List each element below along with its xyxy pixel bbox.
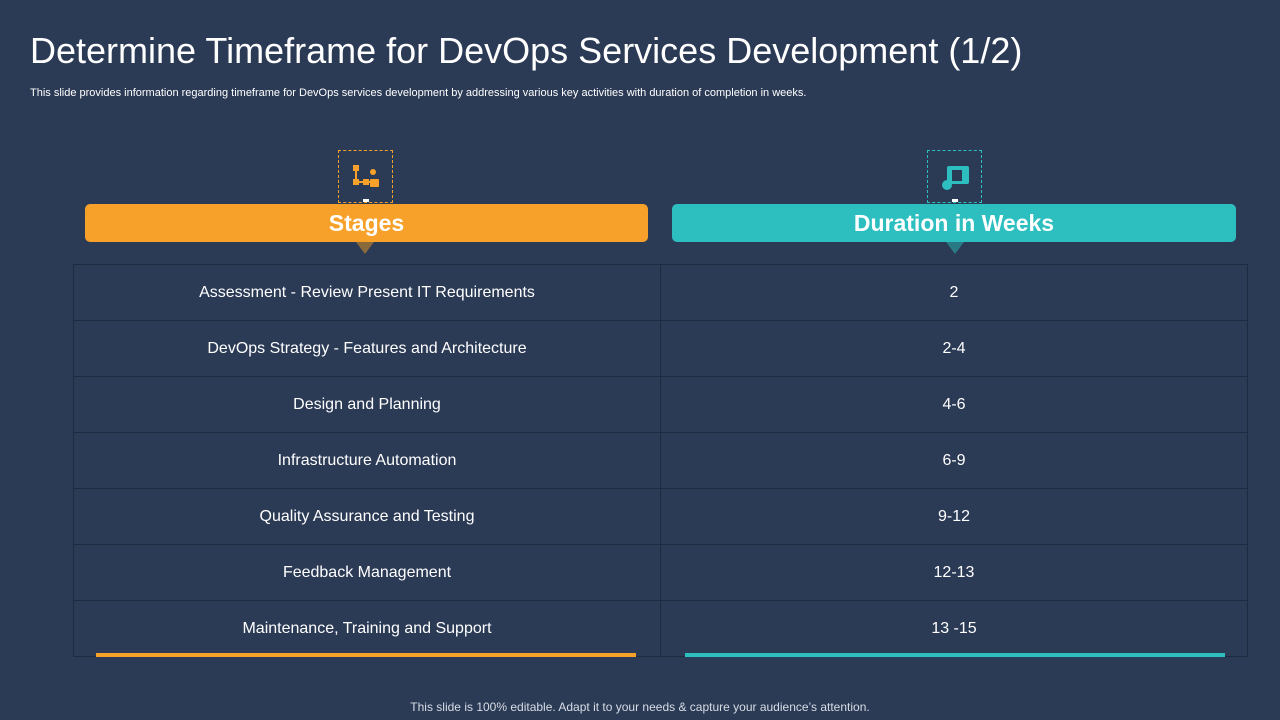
- duration-icon: [927, 150, 982, 203]
- stages-icon: [338, 150, 393, 203]
- stage-cell: Design and Planning: [73, 376, 661, 433]
- stage-cell: DevOps Strategy - Features and Architect…: [73, 320, 661, 377]
- duration-cell: 2: [660, 264, 1248, 321]
- pointer: [356, 242, 374, 254]
- duration-cell: 4-6: [660, 376, 1248, 433]
- subtitle: This slide provides information regardin…: [30, 87, 807, 99]
- pointer: [946, 242, 964, 254]
- column-header: Stages: [85, 204, 648, 242]
- duration-cell: 6-9: [660, 432, 1248, 489]
- table-row: Design and Planning 4-6: [73, 376, 1248, 433]
- table-row: Assessment - Review Present IT Requireme…: [73, 264, 1248, 321]
- title: Determine Timeframe for DevOps Services …: [30, 30, 1023, 71]
- footer: This slide is 100% editable. Adapt it to…: [410, 700, 870, 714]
- table-row: Feedback Management 12-13: [73, 544, 1248, 601]
- stage-cell: Quality Assurance and Testing: [73, 488, 661, 545]
- stage-cell: Feedback Management: [73, 544, 661, 601]
- table-row: Maintenance, Training and Support 13 -15: [73, 600, 1248, 657]
- stage-cell: Assessment - Review Present IT Requireme…: [73, 264, 661, 321]
- accent-bar: [96, 653, 636, 657]
- duration-cell: 13 -15: [660, 600, 1248, 657]
- duration-cell: 9-12: [660, 488, 1248, 545]
- stage-cell: Maintenance, Training and Support: [73, 600, 661, 657]
- table: Assessment - Review Present IT Requireme…: [73, 264, 1248, 657]
- table-row: Quality Assurance and Testing 9-12: [73, 488, 1248, 545]
- icon: [942, 166, 969, 203]
- duration-cell: 2-4: [660, 320, 1248, 377]
- icon: [353, 165, 379, 203]
- stage-cell: Infrastructure Automation: [73, 432, 661, 489]
- table-row: Infrastructure Automation 6-9: [73, 432, 1248, 489]
- accent-bar: [685, 653, 1225, 657]
- table-row: DevOps Strategy - Features and Architect…: [73, 320, 1248, 377]
- column-header: Duration in Weeks: [672, 204, 1236, 242]
- duration-cell: 12-13: [660, 544, 1248, 601]
